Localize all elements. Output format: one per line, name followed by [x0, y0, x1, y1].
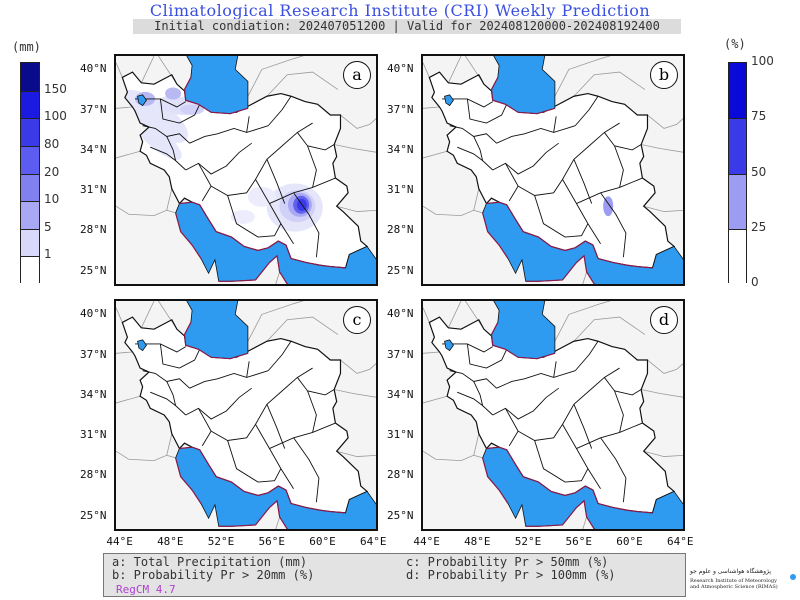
logo-line2: Research Institute of Meteorology [690, 578, 777, 584]
colorbar-swatch [21, 145, 39, 174]
lon-tick-label: 64°E [360, 535, 387, 548]
lat-tick-label: 40°N [80, 62, 107, 76]
lake-urmia [137, 94, 147, 107]
legend-a: a: Total Precipitation (mm) [112, 555, 308, 569]
lat-tick-label: 40°N [387, 62, 414, 76]
colorbar-swatch [21, 173, 39, 202]
map-canvas [116, 301, 376, 529]
lat-tick-label: 34°N [387, 142, 414, 156]
map-canvas [116, 56, 376, 284]
lake-urmia [444, 339, 454, 352]
lat-tick-label: 34°N [80, 387, 107, 401]
lon-tick-label: 44°E [106, 535, 133, 548]
colorbar-swatch [21, 90, 39, 119]
lat-tick-label: 40°N [80, 307, 107, 321]
logo-line1: پژوهشگاه هواشناسی و علوم جو [690, 568, 772, 575]
lon-tick-label: 64°E [667, 535, 694, 548]
colorbar-tick-label: 75 [751, 109, 767, 124]
left-colorbar [20, 62, 40, 284]
map-canvas [423, 301, 683, 529]
map-panel-d: d [421, 299, 685, 531]
model-name: RegCM 4.7 [116, 583, 176, 596]
lon-tick-label: 60°E [616, 535, 643, 548]
lat-tick-label: 37°N [80, 347, 107, 361]
colorbar-swatch [729, 228, 746, 284]
lat-tick-label: 28°N [387, 223, 414, 237]
lat-tick-label: 25°N [387, 508, 414, 522]
colorbar-swatch [21, 201, 39, 229]
colorbar-swatch [21, 228, 39, 257]
right-colorbar [728, 62, 747, 284]
panel-label-c: c [343, 306, 371, 334]
map-panel-a: a [114, 54, 378, 286]
lat-tick-label: 31°N [80, 428, 107, 442]
lake-urmia [137, 339, 147, 352]
page-title: Climatological Research Institute (CRI) … [149, 1, 651, 20]
lat-tick-label: 37°N [387, 347, 414, 361]
colorbar-tick-label: 80 [44, 136, 60, 151]
legend-b: b: Probability Pr > 20mm (%) [112, 568, 315, 582]
lon-tick-label: 60°E [309, 535, 336, 548]
panel-label-d: d [650, 306, 678, 334]
colorbar-tick-label: 0 [751, 275, 759, 289]
colorbar-swatch [21, 63, 39, 91]
legend-d: d: Probability Pr > 100mm (%) [406, 568, 616, 582]
panel-label-a: a [343, 61, 371, 89]
logo-line3: and Atmospheric Science (RIMAS) [690, 584, 778, 590]
colorbar-swatch [729, 63, 746, 119]
probability-shading [603, 196, 614, 217]
lat-tick-label: 28°N [387, 468, 414, 482]
lon-tick-label: 56°E [258, 535, 286, 548]
lat-tick-label: 34°N [387, 387, 414, 401]
lat-tick-label: 40°N [387, 307, 414, 321]
map-panel-c: c [114, 299, 378, 531]
colorbar-swatch [729, 118, 746, 174]
lat-tick-label: 25°N [80, 508, 107, 522]
colorbar-tick-label: 100 [751, 54, 774, 68]
legend-c: c: Probability Pr > 50mm (%) [406, 555, 609, 569]
page-subtitle: Initial condiation: 202407051200 | Valid… [133, 19, 681, 34]
panel-label-b: b [650, 61, 678, 89]
lat-tick-label: 25°N [387, 263, 414, 277]
lat-tick-label: 28°N [80, 468, 107, 482]
lat-tick-label: 34°N [80, 142, 107, 156]
lake-urmia [444, 94, 454, 107]
lon-tick-label: 44°E [413, 535, 440, 548]
right-colorbar-unit: (%) [724, 37, 746, 51]
map-canvas [423, 56, 683, 284]
colorbar-tick-label: 100 [44, 109, 67, 124]
lon-tick-label: 48°E [464, 535, 491, 548]
lat-tick-label: 31°N [80, 183, 107, 197]
colorbar-tick-label: 10 [44, 192, 60, 207]
colorbar-tick-label: 150 [44, 81, 67, 96]
colorbar-swatch [729, 173, 746, 229]
lon-tick-label: 52°E [207, 535, 235, 548]
logo-mark-icon [790, 574, 796, 580]
institute-logo: پژوهشگاه هواشناسی و علوم جو Research Ins… [690, 568, 798, 596]
lat-tick-label: 31°N [387, 183, 414, 197]
lat-tick-label: 37°N [80, 102, 107, 116]
lon-tick-label: 56°E [565, 535, 593, 548]
lat-tick-label: 31°N [387, 428, 414, 442]
colorbar-tick-label: 20 [44, 164, 60, 179]
lon-tick-label: 48°E [157, 535, 184, 548]
colorbar-swatch [21, 118, 39, 146]
colorbar-swatch [21, 256, 39, 284]
lon-tick-label: 52°E [514, 535, 542, 548]
colorbar-tick-label: 5 [44, 219, 52, 234]
colorbar-tick-label: 1 [44, 247, 52, 262]
lat-tick-label: 28°N [80, 223, 107, 237]
lat-tick-label: 25°N [80, 263, 107, 277]
colorbar-tick-label: 50 [751, 164, 767, 179]
lat-tick-label: 37°N [387, 102, 414, 116]
colorbar-tick-label: 25 [751, 219, 767, 234]
panel-legend: a: Total Precipitation (mm) b: Probabili… [103, 553, 686, 597]
map-panel-b: b [421, 54, 685, 286]
left-colorbar-unit: (mm) [12, 40, 41, 54]
